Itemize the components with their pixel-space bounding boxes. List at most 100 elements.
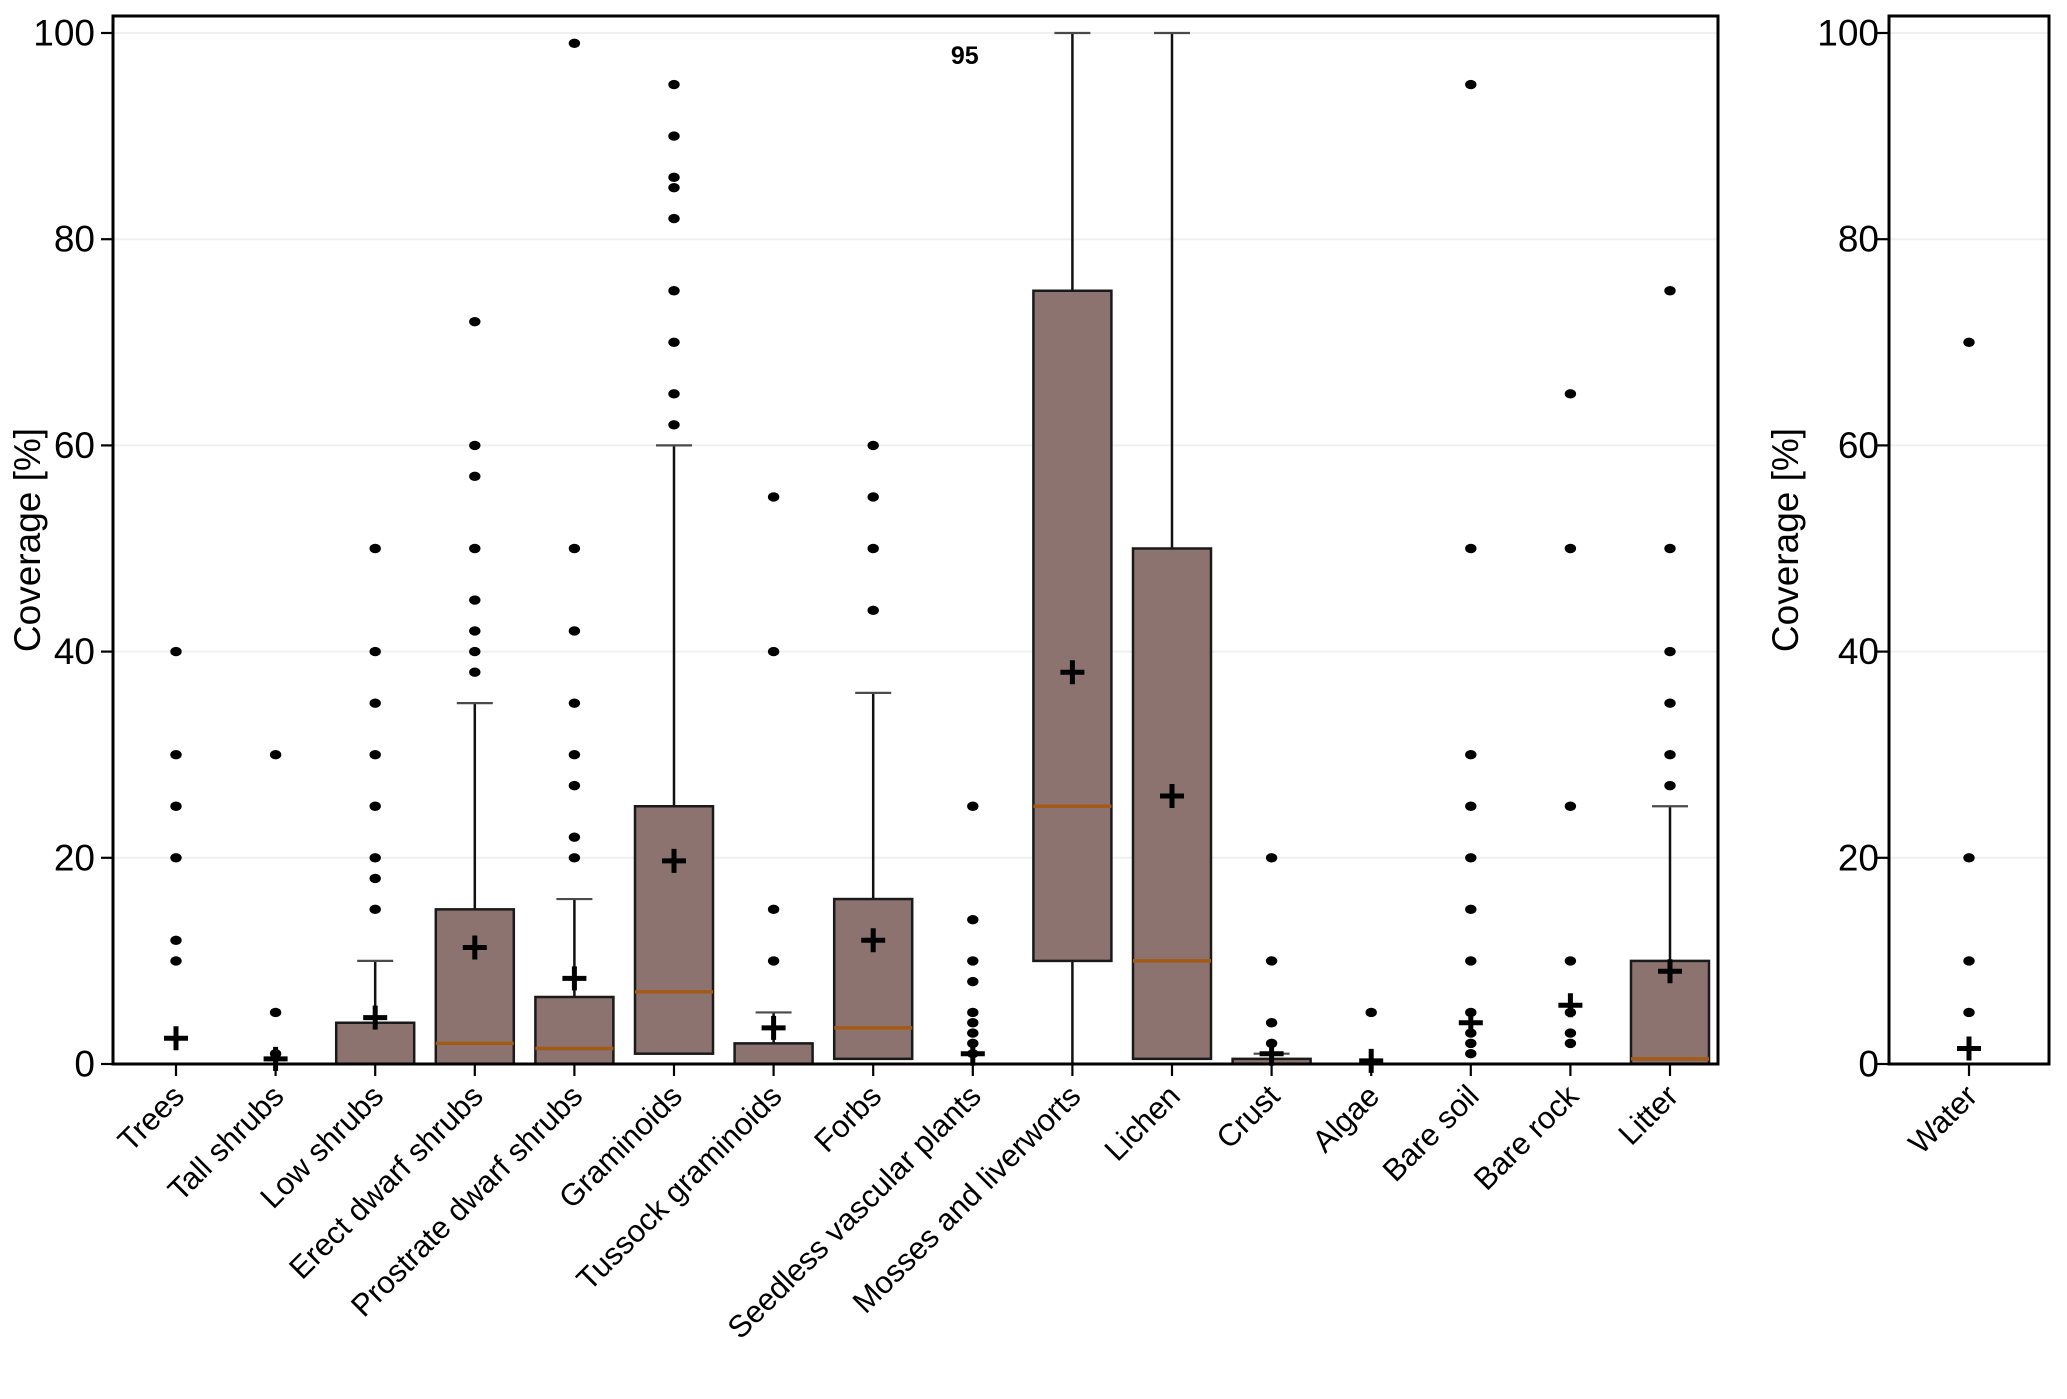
- y-tick-label-80-water: 80: [1838, 219, 1879, 260]
- boxplot-erect-dwarf-shrubs: [434, 316, 516, 1066]
- mean-marker: [1957, 1036, 1981, 1061]
- x-tick-label-bare-rock: Bare rock: [1467, 1078, 1586, 1197]
- outlier-dot: [1963, 956, 1975, 966]
- outlier-dot: [1963, 853, 1975, 863]
- outlier-dot: [170, 750, 182, 760]
- y-tick-label-20-water: 20: [1838, 837, 1879, 878]
- y-tick-label-0-main: 0: [74, 1044, 95, 1085]
- outlier-dot: [1564, 1028, 1577, 1038]
- outlier-dot: [469, 440, 481, 451]
- outlier-dot: [469, 543, 481, 554]
- outlier-dot: [1664, 646, 1676, 657]
- outlier-dot: [369, 853, 381, 863]
- outlier-dot: [967, 1007, 979, 1018]
- outlier-dot: [668, 172, 680, 183]
- y-tick-label-20-main: 20: [54, 837, 95, 878]
- y-tick-label-100-water: 100: [1817, 13, 1879, 54]
- outlier-dot: [967, 956, 979, 966]
- outlier-dot: [1664, 750, 1676, 760]
- outlier-dot: [967, 914, 979, 925]
- outlier-dot: [1265, 956, 1278, 966]
- outlier-dot: [369, 698, 381, 708]
- x-tick-label-trees: Trees: [111, 1078, 191, 1158]
- x-tick-label-algae: Algae: [1305, 1078, 1386, 1159]
- outlier-dot: [1465, 750, 1477, 760]
- boxplot-graminoids: [633, 79, 715, 1055]
- outlier-dot: [1963, 337, 1975, 347]
- plot-border-main: [111, 14, 1720, 1066]
- boxplot-crust: [1231, 853, 1312, 1066]
- outlier-dot: [668, 286, 680, 296]
- y-tick-label-60-water: 60: [1838, 425, 1879, 466]
- boxplot-litter: [1629, 286, 1711, 1066]
- outlier-dot: [1465, 1038, 1477, 1049]
- outlier-dot: [170, 646, 182, 657]
- outlier-dot: [1465, 1048, 1477, 1059]
- boxplot-bare-rock: [1558, 389, 1583, 1049]
- y-tick-label-40-main: 40: [54, 631, 95, 672]
- plot-border-water: [1887, 14, 2051, 1066]
- x-tick-label-erect-dwarf-shrubs: Erect dwarf shrubs: [282, 1078, 489, 1285]
- iqr-box: [633, 805, 715, 1055]
- outlier-dot: [967, 1018, 979, 1028]
- outlier-dot: [967, 801, 979, 811]
- mean-marker: [164, 1026, 188, 1051]
- outlier-dot: [568, 780, 581, 791]
- outlier-dot: [369, 646, 381, 657]
- outlier-dot: [1465, 543, 1477, 554]
- y-tick-label-100-main: 100: [33, 13, 95, 54]
- outlier-dot: [767, 956, 780, 966]
- outlier-dot: [1365, 1007, 1377, 1018]
- y-tick-label-80-main: 80: [54, 219, 95, 260]
- outlier-dot: [568, 853, 581, 863]
- outlier-dot: [668, 337, 680, 347]
- outlier-dot: [170, 956, 182, 966]
- outlier-dot: [568, 750, 581, 760]
- outlier-dot: [1564, 956, 1577, 966]
- outlier-dot: [668, 79, 680, 90]
- outlier-dot: [668, 420, 680, 430]
- mean-marker: [1458, 1010, 1483, 1035]
- boxplot-tall-shrubs: [263, 750, 288, 1071]
- mean-marker: [1658, 959, 1682, 984]
- outlier-dot: [967, 976, 979, 987]
- outlier-dot: [170, 801, 182, 811]
- outlier-dot: [469, 595, 481, 605]
- x-tick-label-lichen: Lichen: [1098, 1078, 1187, 1167]
- mean-marker: [562, 966, 587, 991]
- outlier-dot: [1265, 1018, 1278, 1028]
- outlier-dot: [1564, 543, 1577, 554]
- boxplot-lichen: [1131, 31, 1213, 1061]
- outlier-dot: [469, 667, 481, 677]
- mean-marker: [462, 935, 487, 960]
- y-tick-label-60-main: 60: [54, 425, 95, 466]
- outlier-dot: [1664, 543, 1676, 554]
- iqr-box: [733, 1042, 814, 1066]
- x-tick-label-crust: Crust: [1209, 1078, 1286, 1155]
- outlier-dot: [369, 543, 381, 554]
- mean-marker: [1259, 1041, 1284, 1066]
- boxplot-bare-soil: [1458, 79, 1483, 1059]
- outlier-dot: [1564, 389, 1577, 399]
- outlier-dot: [269, 750, 282, 760]
- x-tick-label-litter: Litter: [1611, 1078, 1684, 1151]
- boxplot-tussock-graminoids: [733, 492, 814, 1066]
- outlier-dot: [369, 904, 381, 915]
- outlier-dot: [668, 131, 680, 141]
- y-axis-title-main: Coverage [%]: [7, 428, 48, 652]
- boxplot-mosses-and-liverworts: [1032, 31, 1113, 1064]
- outlier-dot: [170, 935, 182, 945]
- outlier-dot: [767, 492, 780, 502]
- boxplot-low-shrubs: [334, 543, 416, 1066]
- mean-marker: [1558, 993, 1583, 1018]
- outlier-dot: [170, 853, 182, 863]
- annotation-95: 95: [951, 42, 979, 70]
- mean-marker: [1060, 660, 1085, 685]
- outlier-dot: [1465, 801, 1477, 811]
- outlier-dot: [568, 698, 581, 708]
- outlier-dot: [668, 182, 680, 193]
- outlier-dot: [1664, 698, 1676, 708]
- outlier-dot: [469, 626, 481, 636]
- outlier-dot: [1465, 853, 1477, 863]
